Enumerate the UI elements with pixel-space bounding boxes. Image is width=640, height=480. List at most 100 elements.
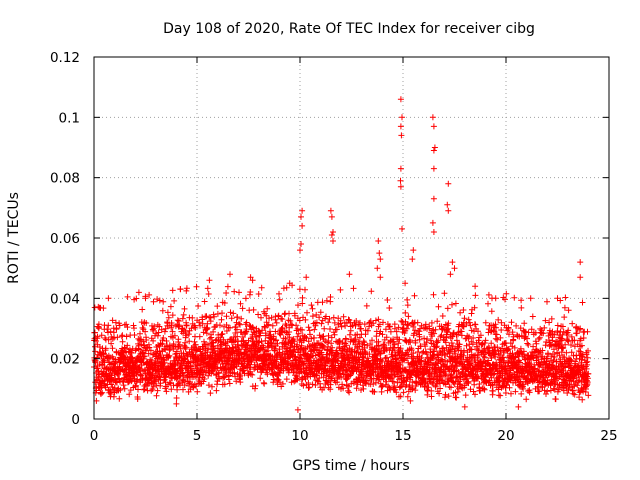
data-point	[117, 386, 124, 393]
data-point	[406, 382, 413, 389]
data-point	[109, 345, 116, 352]
data-point	[562, 341, 569, 348]
data-point	[274, 375, 281, 382]
data-point	[313, 319, 320, 326]
data-point	[379, 383, 386, 390]
data-point	[333, 326, 340, 333]
data-point	[331, 331, 338, 338]
data-point	[565, 327, 572, 334]
data-point	[585, 392, 592, 399]
data-point	[295, 302, 301, 309]
data-point	[227, 324, 233, 331]
data-point	[525, 329, 532, 336]
data-point	[395, 340, 402, 347]
data-point-peak	[105, 295, 112, 302]
data-point	[218, 331, 225, 338]
data-point	[143, 320, 150, 326]
data-point	[540, 330, 547, 337]
data-point	[485, 291, 492, 298]
data-point	[518, 304, 525, 311]
data-point	[508, 319, 515, 326]
data-point	[400, 389, 407, 396]
data-point	[268, 314, 275, 321]
data-point	[250, 324, 257, 331]
data-point	[231, 369, 238, 376]
y-tick-label: 0	[71, 412, 80, 428]
data-point	[193, 383, 200, 390]
data-point	[126, 346, 133, 353]
data-point	[281, 311, 288, 318]
data-point	[159, 307, 166, 314]
data-point-peak	[227, 271, 233, 278]
data-point	[494, 344, 501, 351]
data-point	[525, 341, 532, 348]
data-point-peak	[444, 201, 451, 208]
data-point	[488, 355, 495, 361]
data-point	[505, 346, 512, 352]
data-point	[508, 390, 514, 397]
data-point	[393, 389, 400, 396]
data-point	[560, 376, 567, 383]
data-point	[563, 349, 570, 356]
data-point	[542, 317, 549, 324]
data-point	[358, 325, 364, 332]
x-tick-label: 5	[193, 428, 202, 444]
data-point	[416, 336, 423, 343]
data-point	[524, 340, 531, 347]
data-point	[389, 353, 396, 360]
data-point	[445, 320, 452, 327]
data-point	[364, 327, 371, 334]
data-point	[263, 312, 270, 319]
y-tick-labels: 0 0.02 0.04 0.06 0.08 0.1 0.12	[50, 50, 80, 428]
data-point-peak	[447, 271, 454, 278]
data-point	[141, 353, 148, 360]
data-point	[463, 321, 470, 327]
data-point	[457, 309, 464, 316]
data-point	[191, 338, 198, 345]
data-point	[391, 341, 398, 348]
data-point-peak	[430, 165, 437, 172]
data-point	[119, 338, 126, 345]
data-point	[340, 385, 347, 392]
data-point	[328, 334, 335, 341]
data-point	[404, 296, 411, 303]
data-point	[544, 355, 551, 362]
data-point	[353, 318, 360, 324]
data-point	[351, 337, 358, 344]
data-point	[518, 297, 525, 304]
data-point	[108, 391, 114, 397]
data-point-peak	[410, 247, 417, 254]
data-point	[523, 396, 530, 403]
data-point	[182, 328, 189, 335]
data-point	[386, 323, 393, 330]
data-point	[175, 323, 182, 330]
data-point	[560, 328, 567, 335]
data-point	[291, 378, 298, 385]
data-point	[300, 346, 307, 353]
data-point-peak	[402, 280, 409, 287]
data-point	[210, 328, 217, 335]
data-point	[120, 382, 127, 389]
data-point	[148, 357, 155, 364]
data-point	[453, 394, 460, 401]
data-point	[150, 298, 157, 305]
data-point	[404, 302, 411, 309]
data-point-peak	[177, 286, 184, 293]
data-point	[266, 315, 272, 322]
data-point	[460, 307, 467, 313]
data-point	[294, 325, 301, 332]
data-point	[338, 374, 345, 381]
data-point	[299, 327, 306, 333]
data-point-peak	[330, 229, 336, 235]
y-tick-label: 0.02	[50, 352, 80, 368]
data-point	[255, 339, 262, 346]
data-point	[511, 294, 518, 301]
data-point	[405, 313, 412, 320]
data-point	[155, 329, 162, 336]
y-tick-label: 0.06	[50, 231, 80, 247]
data-point	[163, 388, 170, 395]
data-point	[179, 315, 186, 322]
data-point	[432, 326, 439, 333]
data-point	[471, 304, 478, 311]
data-point	[580, 335, 587, 341]
